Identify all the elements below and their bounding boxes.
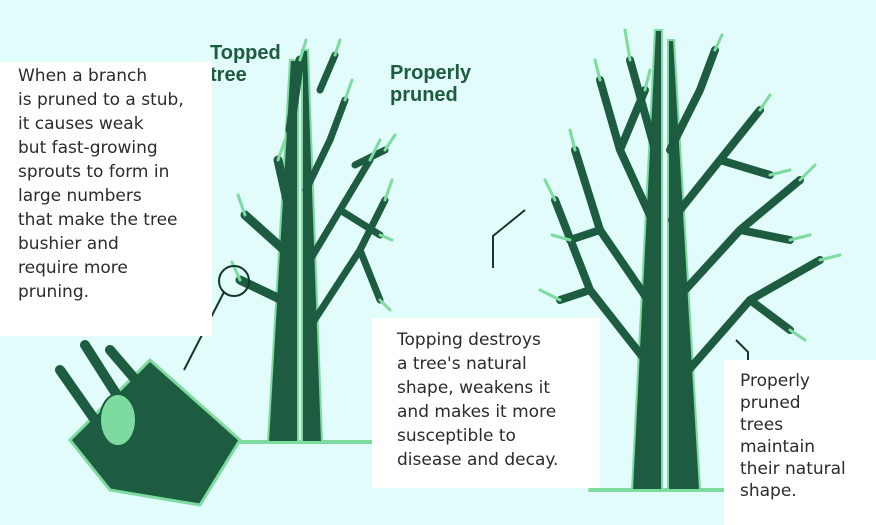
branches bbox=[670, 50, 820, 380]
text-line: maintain bbox=[740, 436, 876, 458]
text-line: bushier and bbox=[18, 232, 212, 256]
text-line: When a branch bbox=[18, 64, 212, 88]
text-line: sprouts to form in bbox=[18, 160, 212, 184]
infographic: Toppedtree Properlypruned When a branchi… bbox=[0, 0, 876, 525]
text-line: that make the tree bbox=[18, 208, 212, 232]
text-line: susceptible to bbox=[397, 424, 600, 448]
text-line: disease and decay. bbox=[397, 448, 600, 472]
text-line: but fast-growing bbox=[18, 136, 212, 160]
cut bbox=[100, 394, 136, 446]
text-line: shape, weakens it bbox=[397, 376, 600, 400]
small-tree bbox=[184, 40, 395, 442]
text-line: large numbers bbox=[18, 184, 212, 208]
text-line: pruned bbox=[740, 392, 876, 414]
stub-closeup bbox=[60, 345, 240, 505]
text-line: a tree's natural bbox=[397, 352, 600, 376]
text-line: Topping destroys bbox=[397, 328, 600, 352]
text-line: trees bbox=[740, 414, 876, 436]
trunk bbox=[632, 30, 662, 490]
text-line: their natural bbox=[740, 458, 876, 480]
branch-stub bbox=[70, 360, 240, 505]
text-line: it causes weak bbox=[18, 112, 212, 136]
text-line: Topped bbox=[210, 42, 281, 64]
text-line: pruning. bbox=[18, 280, 212, 304]
callout-line bbox=[736, 340, 748, 362]
text-line: shape. bbox=[740, 480, 876, 502]
text-line: pruned bbox=[390, 84, 471, 106]
text-line: Properly bbox=[740, 370, 876, 392]
text-line: tree bbox=[210, 64, 281, 86]
text-line: require more bbox=[18, 256, 212, 280]
text-line: Properly bbox=[390, 62, 471, 84]
text-line: is pruned to a stub, bbox=[18, 88, 212, 112]
text-line: and makes it more bbox=[397, 400, 600, 424]
callout-line bbox=[493, 210, 525, 268]
